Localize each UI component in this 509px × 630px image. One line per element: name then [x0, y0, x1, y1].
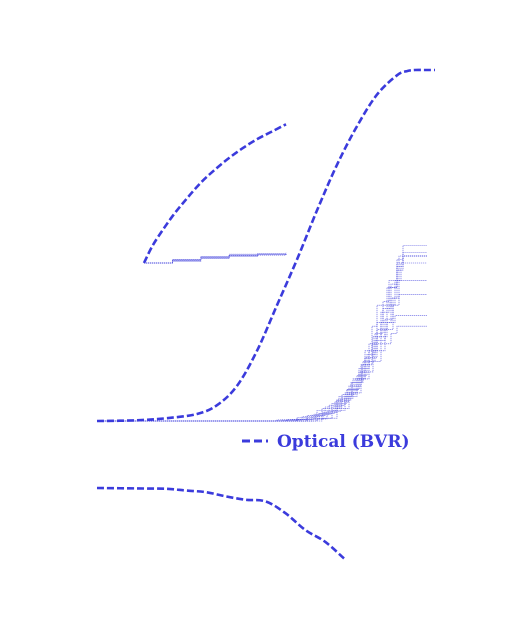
- inset-panel: [142, 123, 287, 264]
- main-cdf-series-8-step: [97, 315, 427, 422]
- main-cdf-series-10-step: [97, 255, 427, 422]
- main-cdf-series-5-step: [97, 262, 427, 422]
- lower-series-0-dashed: [96, 486, 346, 561]
- inset-series-5-step: [144, 253, 287, 264]
- legend: Optical (BVR): [242, 432, 410, 452]
- main-cdf-series-7-step: [97, 294, 427, 422]
- lower-panel: [96, 486, 346, 561]
- inset-series-2-step: [144, 254, 287, 264]
- inset-series-0-dashed: [142, 123, 287, 264]
- main-cdf-panel: [96, 68, 435, 423]
- main-cdf-series-0-dashed: [96, 68, 435, 423]
- legend-label-optical-bvr: Optical (BVR): [277, 432, 410, 452]
- main-cdf-series-9-step: [97, 325, 427, 422]
- inset-series-4-step: [144, 254, 287, 264]
